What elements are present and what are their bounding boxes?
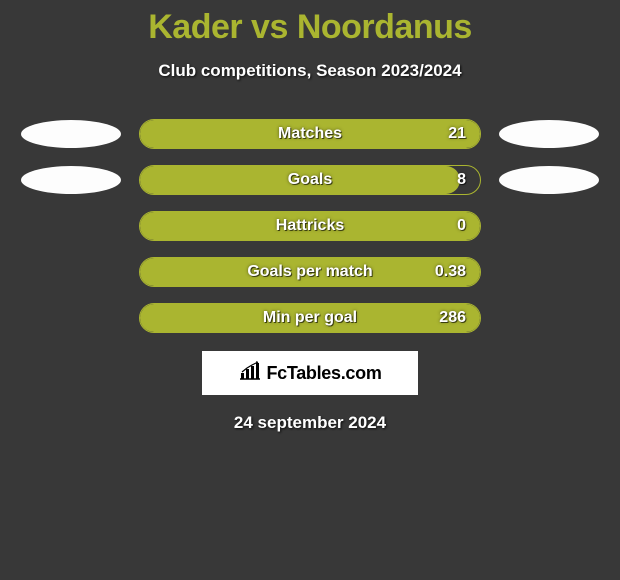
logo-badge: FcTables.com <box>202 351 418 395</box>
comparison-infographic: Kader vs Noordanus Club competitions, Se… <box>0 0 620 433</box>
spacer <box>21 212 121 240</box>
player-right-marker <box>499 120 599 148</box>
stat-bar: Min per goal 286 <box>139 303 481 333</box>
spacer <box>21 304 121 332</box>
stat-label: Matches <box>278 125 342 143</box>
fctables-chart-icon <box>238 361 262 386</box>
spacer <box>21 258 121 286</box>
stat-label: Min per goal <box>263 309 357 327</box>
stat-bar: Goals per match 0.38 <box>139 257 481 287</box>
stat-value: 0 <box>457 217 466 235</box>
spacer <box>499 212 599 240</box>
stat-row: Goals 8 <box>0 165 620 195</box>
stat-row: Matches 21 <box>0 119 620 149</box>
stat-label: Goals per match <box>247 263 372 281</box>
stat-value: 8 <box>457 171 466 189</box>
stat-label: Hattricks <box>276 217 344 235</box>
player-left-marker <box>21 166 121 194</box>
stat-bar: Matches 21 <box>139 119 481 149</box>
date-line: 24 september 2024 <box>0 413 620 433</box>
stat-value: 0.38 <box>435 263 466 281</box>
stat-row: Goals per match 0.38 <box>0 257 620 287</box>
stat-row: Hattricks 0 <box>0 211 620 241</box>
player-right-marker <box>499 166 599 194</box>
stat-value: 21 <box>448 125 466 143</box>
stat-bar: Hattricks 0 <box>139 211 481 241</box>
page-title: Kader vs Noordanus <box>0 8 620 47</box>
spacer <box>499 258 599 286</box>
spacer <box>499 304 599 332</box>
stat-rows: Matches 21 Goals 8 Hattricks 0 Goals per match… <box>0 119 620 333</box>
stat-value: 286 <box>439 309 466 327</box>
stat-bar: Goals 8 <box>139 165 481 195</box>
subtitle: Club competitions, Season 2023/2024 <box>0 61 620 81</box>
stat-row: Min per goal 286 <box>0 303 620 333</box>
player-left-marker <box>21 120 121 148</box>
stat-label: Goals <box>288 171 332 189</box>
logo-text: FcTables.com <box>266 363 381 384</box>
